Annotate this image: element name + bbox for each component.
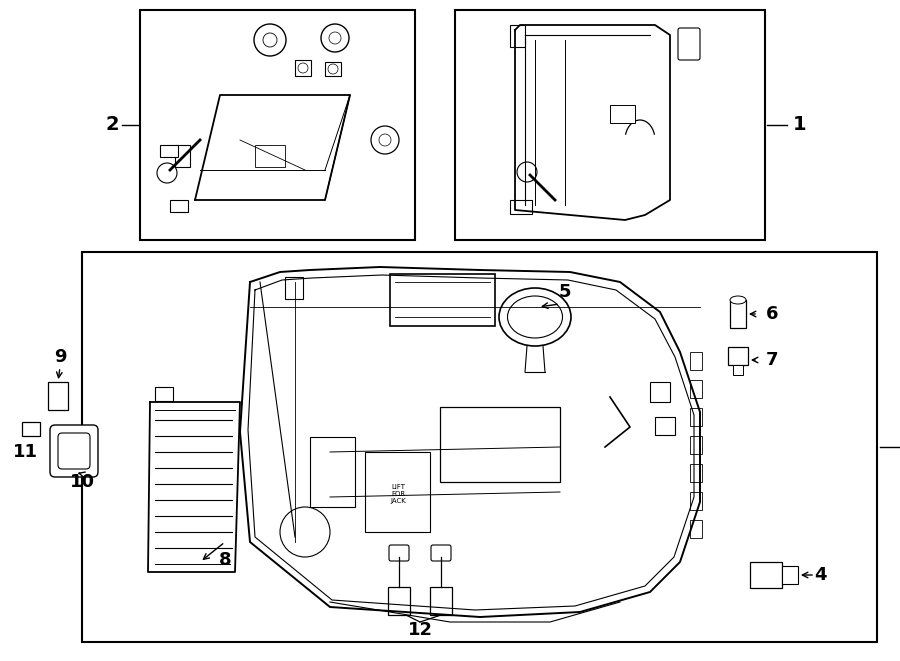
Text: 1: 1 [793, 116, 806, 134]
Bar [690, 492, 702, 510]
Bar [730, 300, 746, 328]
Circle shape [371, 126, 399, 154]
Bar [510, 25, 525, 47]
Bar [655, 417, 675, 435]
Circle shape [321, 24, 349, 52]
Circle shape [329, 32, 341, 44]
Bar [690, 352, 702, 370]
FancyBboxPatch shape [58, 433, 90, 469]
Bar [728, 347, 748, 365]
Text: 7: 7 [766, 351, 778, 369]
Ellipse shape [508, 296, 562, 338]
Bar [22, 422, 40, 436]
Text: 9: 9 [54, 348, 67, 366]
Bar [325, 62, 341, 76]
FancyBboxPatch shape [50, 425, 98, 477]
Bar [440, 407, 560, 482]
Bar [82, 252, 877, 642]
Circle shape [254, 24, 286, 56]
Circle shape [517, 162, 537, 182]
Bar [690, 464, 702, 482]
Circle shape [157, 163, 177, 183]
Bar [295, 60, 311, 76]
Bar [690, 436, 702, 454]
Text: LIFT
FOR
JACK: LIFT FOR JACK [390, 484, 406, 504]
Text: 2: 2 [105, 116, 119, 134]
Circle shape [328, 64, 338, 74]
Text: 12: 12 [408, 621, 433, 639]
Circle shape [379, 134, 391, 146]
Bar [175, 145, 190, 167]
Bar [388, 587, 410, 615]
Bar [750, 562, 782, 588]
Bar [255, 145, 285, 167]
Bar [365, 452, 430, 532]
Bar [610, 105, 635, 123]
Ellipse shape [730, 296, 746, 304]
Bar [390, 274, 495, 326]
Bar [733, 365, 743, 375]
Text: 6: 6 [766, 305, 778, 323]
Bar [160, 145, 178, 157]
Bar [690, 380, 702, 398]
Bar [155, 387, 173, 401]
Bar [140, 10, 415, 240]
Bar [48, 382, 68, 410]
Text: 5: 5 [559, 283, 572, 301]
Bar [782, 566, 798, 584]
Bar [455, 10, 765, 240]
Ellipse shape [499, 288, 571, 346]
Text: 11: 11 [13, 443, 38, 461]
Circle shape [298, 63, 308, 73]
Circle shape [280, 507, 330, 557]
Circle shape [263, 33, 277, 47]
Bar [650, 382, 670, 402]
Bar [690, 520, 702, 538]
Bar [285, 277, 303, 299]
Text: 10: 10 [69, 473, 94, 491]
Bar [430, 587, 452, 615]
Bar [170, 200, 188, 212]
Bar [690, 408, 702, 426]
Text: 4: 4 [814, 566, 826, 584]
Text: 8: 8 [219, 551, 231, 569]
FancyBboxPatch shape [678, 28, 700, 60]
FancyBboxPatch shape [431, 545, 451, 561]
Bar [310, 437, 355, 507]
Bar [510, 200, 532, 214]
FancyBboxPatch shape [389, 545, 409, 561]
